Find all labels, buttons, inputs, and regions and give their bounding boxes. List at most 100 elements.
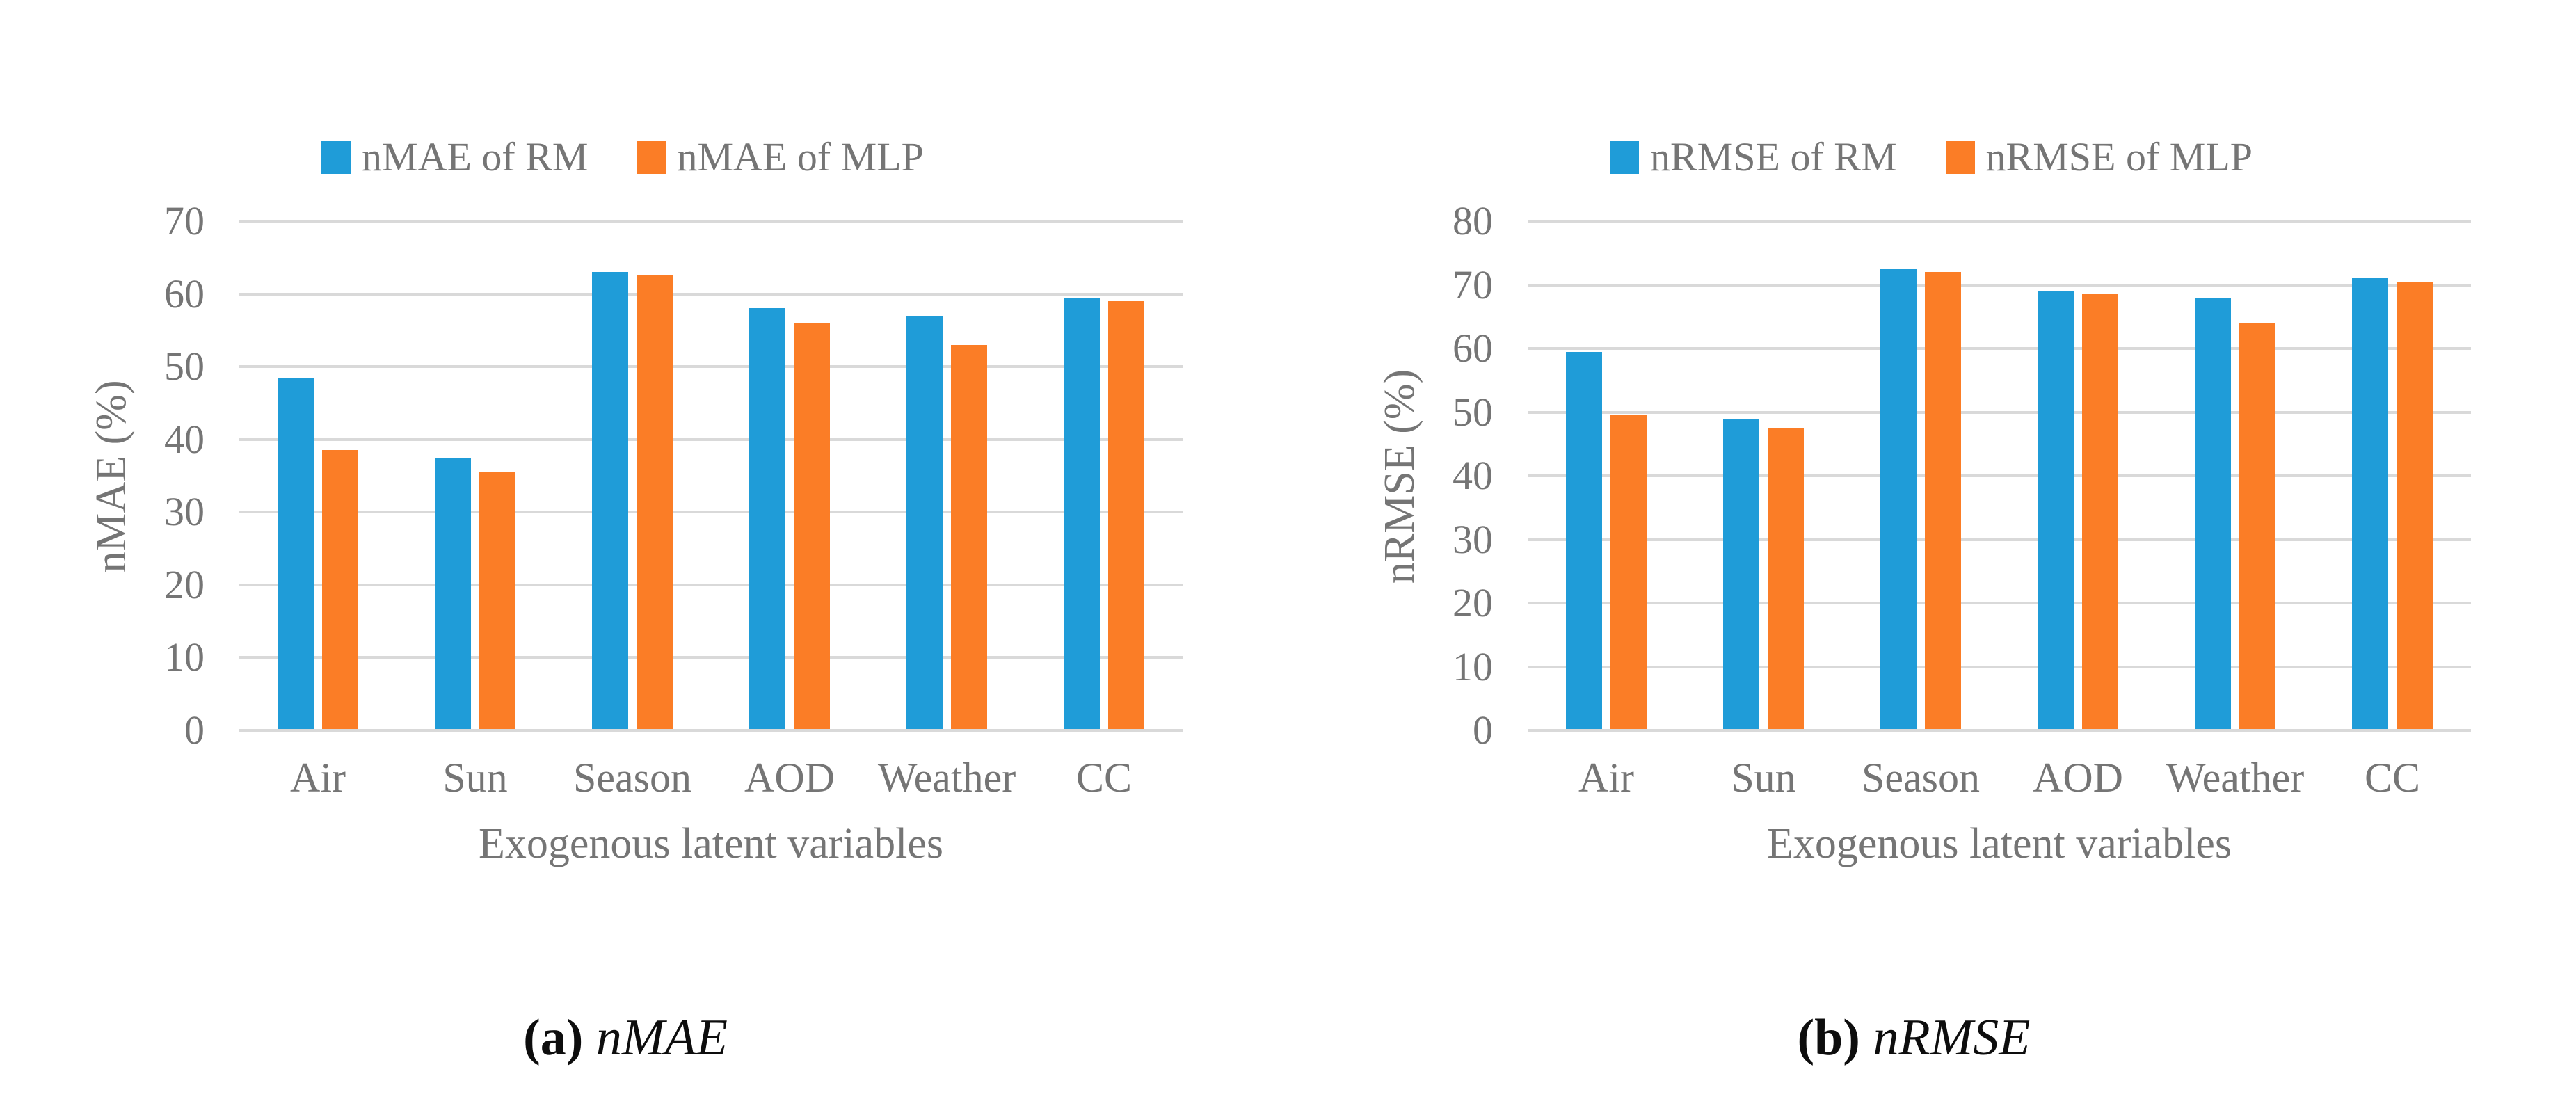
y-tick-label-70: 70 [164, 198, 205, 243]
legend: nMAE of RM nMAE of MLP [321, 134, 924, 180]
bar-nmae-of-mlp-cc [1108, 301, 1144, 730]
caption-letter: a [540, 1009, 566, 1066]
chart-panel-nrmse: nRMSE of RM nRMSE of MLP nRMSE (%) 0 10 20 3… [1288, 0, 2576, 1115]
legend-label: nRMSE of MLP [1985, 134, 2253, 179]
bar-nmae-of-mlp-sun [479, 472, 515, 730]
caption-paren-open: ( [523, 1009, 541, 1066]
bar-nmae-of-rm-air [278, 377, 314, 730]
x-tick-label-cc: CC [1075, 755, 1133, 801]
legend-entry-nrmse-of-rm: nRMSE of RM [1610, 134, 1897, 180]
bar-nmae-of-rm-weather [906, 315, 943, 730]
y-tick-label-60: 60 [164, 271, 205, 316]
bar-nrmse-of-mlp-aod [2082, 294, 2118, 730]
y-tick-label-60: 60 [1453, 326, 1493, 371]
y-tick-label-50: 50 [164, 344, 205, 390]
y-tick-label-20: 20 [1453, 580, 1493, 625]
gridline-y10 [239, 656, 1183, 659]
x-tick-label-weather: Weather [877, 755, 1016, 801]
legend-entry-nrmse-of-mlp: nRMSE of MLP [1945, 134, 2253, 180]
bar-nmae-of-rm-sun [435, 457, 471, 730]
caption-metric: nMAE [595, 1009, 728, 1066]
y-tick-label-40: 40 [1453, 453, 1493, 498]
caption-space [1860, 1009, 1873, 1066]
x-axis-line [1528, 729, 2471, 732]
x-axis-title: Exogenous latent variables [478, 820, 943, 867]
caption-paren-close: ) [1843, 1009, 1860, 1066]
legend-swatch [321, 140, 351, 174]
gridline-y30 [239, 511, 1183, 514]
y-tick-label-20: 20 [164, 561, 205, 607]
caption-metric: nRMSE [1873, 1009, 2031, 1066]
caption: (b) nRMSE [1288, 1009, 2539, 1068]
gridline-y40 [1528, 474, 2471, 477]
y-tick-label-70: 70 [1453, 262, 1493, 307]
y-tick-label-50: 50 [1453, 389, 1493, 435]
bar-nrmse-of-mlp-sun [1768, 428, 1804, 730]
x-tick-label-aod: AOD [744, 755, 835, 801]
bar-nmae-of-rm-cc [1064, 297, 1100, 730]
x-axis-title: Exogenous latent variables [1766, 820, 2232, 867]
x-tick-label-sun: Sun [442, 755, 508, 801]
bar-nrmse-of-rm-season [1880, 268, 1917, 730]
x-tick-label-air: Air [1578, 755, 1634, 801]
bar-nrmse-of-rm-sun [1723, 418, 1759, 730]
gridline-y10 [1528, 665, 2471, 668]
y-tick-label-30: 30 [1453, 516, 1493, 562]
x-tick-label-sun: Sun [1731, 755, 1796, 801]
bar-nmae-of-mlp-aod [794, 323, 830, 730]
bar-nrmse-of-mlp-season [1925, 272, 1961, 730]
caption: (a) nMAE [0, 1009, 1251, 1068]
x-tick-label-season: Season [1862, 755, 1980, 801]
legend-entry-nmae-of-mlp: nMAE of MLP [637, 134, 924, 180]
y-tick-label-0: 0 [1473, 707, 1493, 753]
gridline-y50 [239, 365, 1183, 369]
x-tick-label-season: Season [573, 755, 691, 801]
gridline-y70 [239, 220, 1183, 223]
y-tick-label-10: 10 [164, 634, 205, 680]
bar-nmae-of-mlp-season [637, 275, 673, 730]
bar-nrmse-of-rm-aod [2038, 291, 2074, 730]
gridline-y30 [1528, 538, 2471, 541]
bar-nmae-of-rm-season [592, 272, 628, 730]
gridline-y70 [1528, 283, 2471, 287]
x-tick-label-air: Air [290, 755, 346, 801]
y-tick-label-80: 80 [1453, 198, 1493, 243]
gridline-y80 [1528, 220, 2471, 223]
gridline-y20 [1528, 602, 2471, 604]
gridline-y60 [1528, 347, 2471, 350]
y-tick-label-30: 30 [164, 489, 205, 535]
gridline-y50 [1528, 410, 2471, 414]
legend-label: nMAE of MLP [677, 134, 924, 179]
legend: nRMSE of RM nRMSE of MLP [1610, 134, 2253, 180]
bar-nrmse-of-mlp-weather [2239, 323, 2275, 730]
y-axis-tick-labels: 0 10 20 30 40 50 60 70 80 [1288, 0, 1493, 1115]
gridline-y40 [239, 438, 1183, 441]
caption-space [583, 1009, 596, 1066]
legend-label: nRMSE of RM [1650, 134, 1897, 179]
x-tick-label-weather: Weather [2166, 755, 2305, 801]
bar-nrmse-of-rm-air [1566, 351, 1602, 730]
bar-nmae-of-rm-aod [749, 308, 785, 730]
caption-paren-close: ) [566, 1009, 584, 1066]
y-tick-label-40: 40 [164, 416, 205, 462]
legend-label: nMAE of RM [362, 134, 589, 179]
x-tick-label-cc: CC [2364, 755, 2421, 801]
bar-nrmse-of-mlp-cc [2397, 281, 2433, 730]
legend-swatch [637, 140, 666, 174]
y-tick-label-0: 0 [184, 707, 205, 753]
bar-nrmse-of-rm-weather [2195, 297, 2231, 730]
y-axis-tick-labels: 0 10 20 30 40 50 60 70 [0, 0, 205, 1115]
gridline-y60 [239, 292, 1183, 296]
bar-nmae-of-mlp-air [322, 450, 358, 730]
bar-nrmse-of-mlp-air [1610, 415, 1647, 730]
caption-paren-open: ( [1797, 1009, 1815, 1066]
y-tick-label-10: 10 [1453, 643, 1493, 689]
x-axis-line [239, 729, 1183, 732]
gridline-y20 [239, 583, 1183, 586]
legend-swatch [1610, 140, 1639, 174]
bar-nrmse-of-rm-cc [2352, 278, 2388, 730]
legend-swatch [1945, 140, 1975, 174]
bar-nmae-of-mlp-weather [951, 344, 987, 730]
caption-letter: b [1814, 1009, 1843, 1066]
